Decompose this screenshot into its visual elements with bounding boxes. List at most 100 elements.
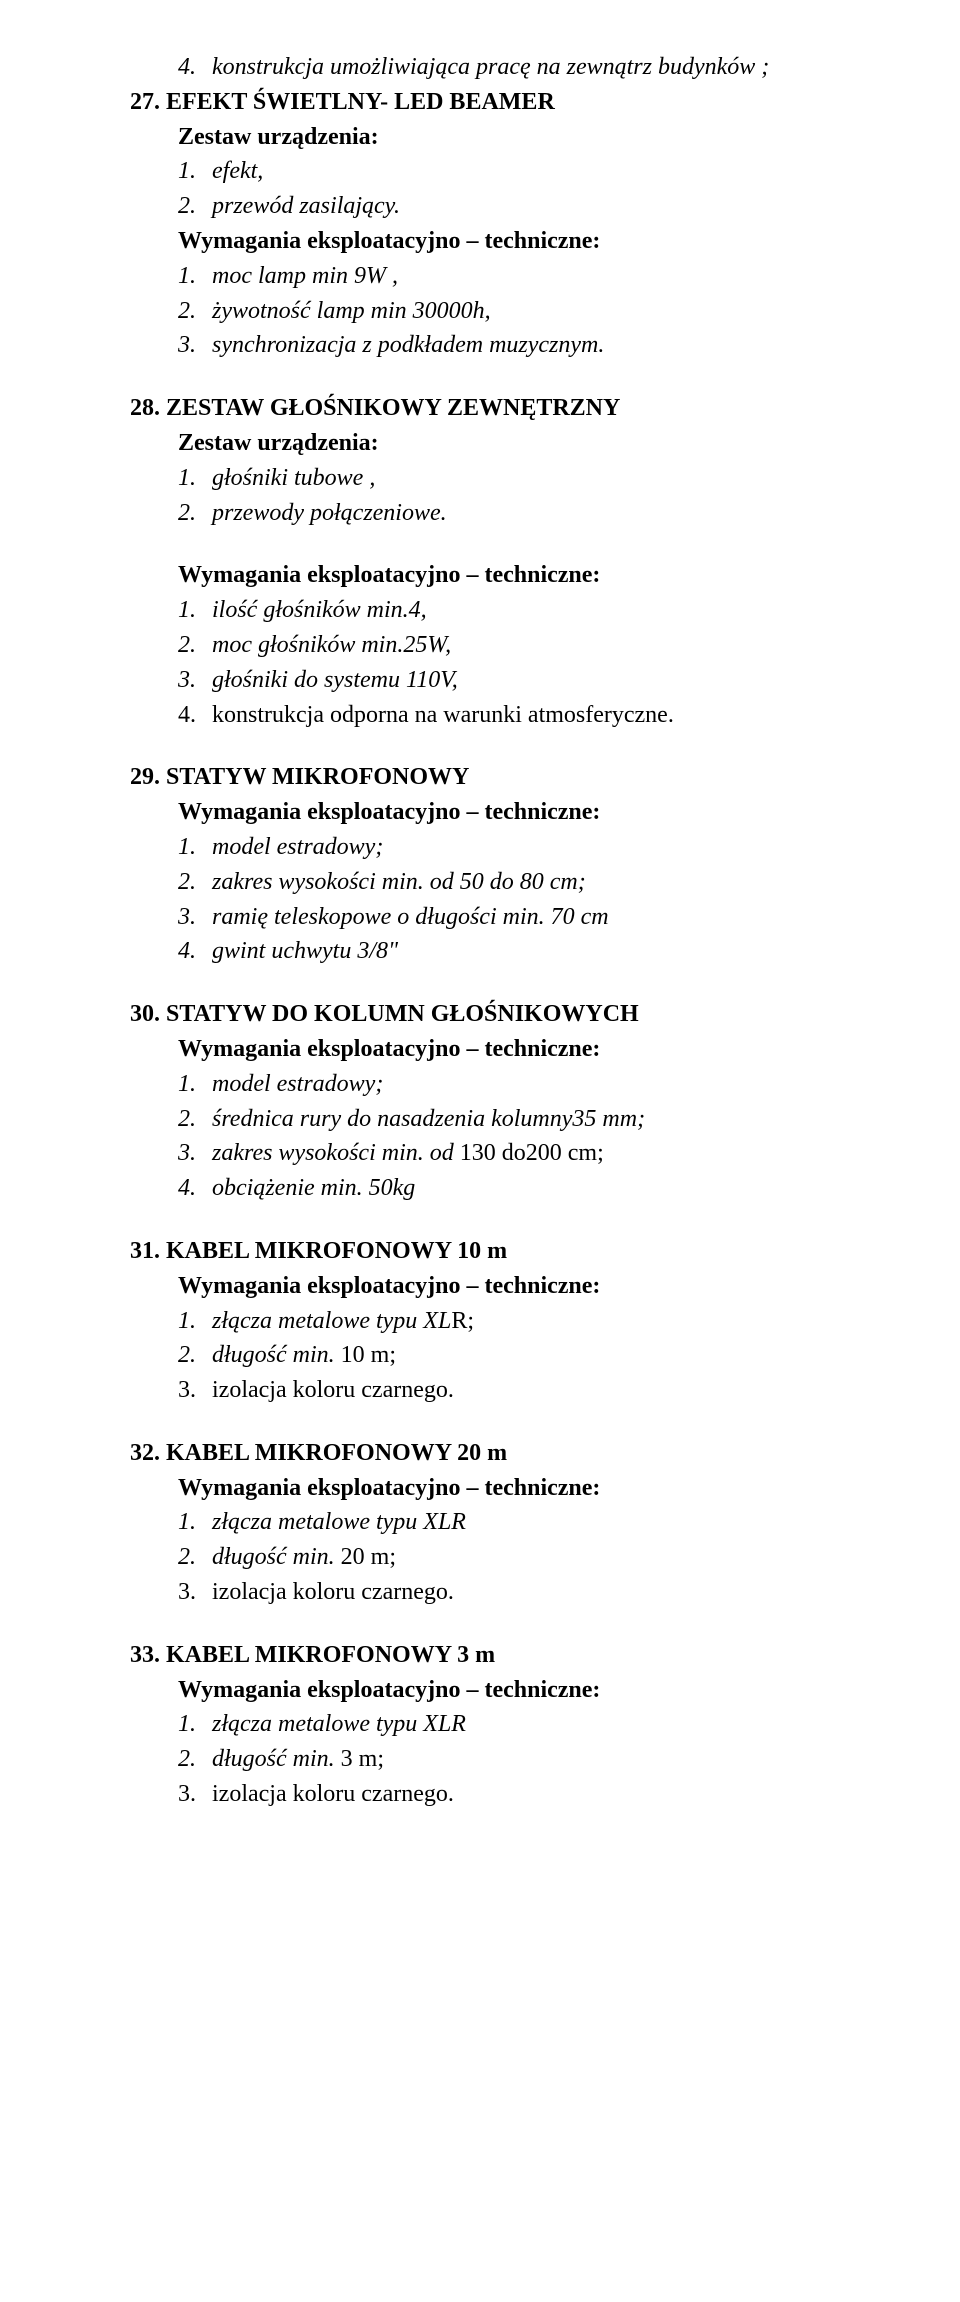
list-item-text: model estradowy; (212, 830, 383, 865)
list-item: 2. zakres wysokości min. od 50 do 80 cm; (178, 865, 870, 900)
section-title: 30. STATYW DO KOLUMN GŁOŚNIKOWYCH (130, 997, 870, 1032)
section: 32. KABEL MIKROFONOWY 20 mWymagania eksp… (130, 1436, 870, 1610)
section-title: 29. STATYW MIKROFONOWY (130, 760, 870, 795)
list-item: 2.żywotność lamp min 30000h, (178, 294, 870, 329)
section-title: 32. KABEL MIKROFONOWY 20 m (130, 1436, 870, 1471)
list-item-text: moc głośników min.25W, (212, 628, 451, 663)
section-number: 33. (130, 1642, 166, 1668)
list-item-number: 2. (178, 1540, 212, 1575)
set-label: Zestaw urządzenia: (130, 120, 870, 155)
section-title-text: KABEL MIKROFONOWY 3 m (166, 1642, 495, 1668)
requirement-items: 1.złącza metalowe typu XLR2.długość min.… (130, 1707, 870, 1811)
list-item: 1.głośniki tubowe , (178, 461, 870, 496)
section-title: 27. EFEKT ŚWIETLNY- LED BEAMER (130, 85, 870, 120)
list-item: 3.głośniki do systemu 110V, (178, 663, 870, 698)
list-item: 3. ramię teleskopowe o długości min. 70 … (178, 900, 870, 935)
list-item-number: 2. (178, 496, 212, 531)
list-item: 2.moc głośników min.25W, (178, 628, 870, 663)
list-item-text: długość min. 3 m; (212, 1742, 384, 1777)
list-item-text: obciążenie min. 50kg (212, 1171, 415, 1206)
list-item-text: głośniki do systemu 110V, (212, 663, 458, 698)
list-item-text: przewody połączeniowe. (212, 496, 447, 531)
list-item-text: przewód zasilający. (212, 189, 400, 224)
section: 30. STATYW DO KOLUMN GŁOŚNIKOWYCHWymagan… (130, 997, 870, 1206)
list-item-number: 3. (178, 1777, 212, 1812)
intro-item-num: 4. (178, 50, 212, 85)
section-title-text: STATYW DO KOLUMN GŁOŚNIKOWYCH (166, 1001, 639, 1027)
list-item-text: gwint uchwytu 3/8" (212, 934, 398, 969)
list-item: 3.izolacja koloru czarnego. (178, 1575, 870, 1610)
list-item-number: 2. (178, 189, 212, 224)
list-item-number: 1. (178, 154, 212, 189)
section-title-text: STATYW MIKROFONOWY (166, 764, 469, 790)
document-page: 4. konstrukcja umożliwiająca pracę na ze… (0, 0, 960, 1900)
list-item-text: synchronizacja z podkładem muzycznym. (212, 328, 604, 363)
requirement-items: 1. model estradowy;2. zakres wysokości m… (130, 830, 870, 969)
list-item-text: zakres wysokości min. od 130 do200 cm; (212, 1136, 604, 1171)
list-item: 2.przewody połączeniowe. (178, 496, 870, 531)
list-item: 1. model estradowy; (178, 830, 870, 865)
section-number: 30. (130, 1001, 166, 1027)
list-item: 3.izolacja koloru czarnego. (178, 1373, 870, 1408)
list-item-text: ramię teleskopowe o długości min. 70 cm (212, 900, 609, 935)
list-item: 1.złącza metalowe typu XLR; (178, 1304, 870, 1339)
list-item-text: model estradowy; (212, 1067, 383, 1102)
list-item-number: 1. (178, 461, 212, 496)
requirements-label: Wymagania eksploatacyjno – techniczne: (130, 224, 870, 259)
list-item: 1.złącza metalowe typu XLR (178, 1707, 870, 1742)
list-item: 3.izolacja koloru czarnego. (178, 1777, 870, 1812)
list-item-text: długość min. 10 m; (212, 1338, 396, 1373)
set-items: 1.głośniki tubowe ,2.przewody połączenio… (130, 461, 870, 531)
list-item-number: 2. (178, 1102, 212, 1137)
section-title: 28. ZESTAW GŁOŚNIKOWY ZEWNĘTRZNY (130, 391, 870, 426)
requirements-label: Wymagania eksploatacyjno – techniczne: (130, 1269, 870, 1304)
list-item-text: zakres wysokości min. od 50 do 80 cm; (212, 865, 586, 900)
list-item-number: 1. (178, 1304, 212, 1339)
requirements-label: Wymagania eksploatacyjno – techniczne: (130, 558, 870, 593)
section-number: 27. (130, 89, 166, 115)
list-item-number: 4. (178, 934, 212, 969)
list-item-text: złącza metalowe typu XLR; (212, 1304, 474, 1339)
list-item-number: 2. (178, 294, 212, 329)
list-item-number: 3. (178, 1575, 212, 1610)
list-item: 2.długość min. 20 m; (178, 1540, 870, 1575)
list-item-number: 2. (178, 865, 212, 900)
requirements-label: Wymagania eksploatacyjno – techniczne: (130, 795, 870, 830)
list-item-number: 2. (178, 628, 212, 663)
list-item: 1.efekt, (178, 154, 870, 189)
list-item: 2.długość min. 10 m; (178, 1338, 870, 1373)
section: 33. KABEL MIKROFONOWY 3 mWymagania ekspl… (130, 1638, 870, 1812)
section-title: 31. KABEL MIKROFONOWY 10 m (130, 1234, 870, 1269)
requirements-label: Wymagania eksploatacyjno – techniczne: (130, 1471, 870, 1506)
list-item: 1.złącza metalowe typu XLR (178, 1505, 870, 1540)
list-item: 3.synchronizacja z podkładem muzycznym. (178, 328, 870, 363)
requirement-items: 1.złącza metalowe typu XLR2.długość min.… (130, 1505, 870, 1609)
intro-list: 4. konstrukcja umożliwiająca pracę na ze… (130, 50, 870, 85)
list-item-number: 3. (178, 1136, 212, 1171)
section-title: 33. KABEL MIKROFONOWY 3 m (130, 1638, 870, 1673)
sections-container: 27. EFEKT ŚWIETLNY- LED BEAMERZestaw urz… (130, 85, 870, 1812)
requirement-items: 1.ilość głośników min.4,2.moc głośników … (130, 593, 870, 732)
list-item-number: 4. (178, 698, 212, 733)
intro-item: 4. konstrukcja umożliwiająca pracę na ze… (178, 50, 870, 85)
list-item-text: złącza metalowe typu XLR (212, 1707, 466, 1742)
list-item: 2.długość min. 3 m; (178, 1742, 870, 1777)
list-item-number: 4. (178, 1171, 212, 1206)
section-number: 29. (130, 764, 166, 790)
requirement-items: 1.złącza metalowe typu XLR;2.długość min… (130, 1304, 870, 1408)
list-item-number: 2. (178, 1742, 212, 1777)
list-item-number: 1. (178, 593, 212, 628)
list-item-number: 3. (178, 1373, 212, 1408)
list-item-text: długość min. 20 m; (212, 1540, 396, 1575)
section: 28. ZESTAW GŁOŚNIKOWY ZEWNĘTRZNYZestaw u… (130, 391, 870, 732)
section-number: 28. (130, 395, 166, 421)
list-item: 1.ilość głośników min.4, (178, 593, 870, 628)
section: 27. EFEKT ŚWIETLNY- LED BEAMERZestaw urz… (130, 85, 870, 363)
list-item: 4.konstrukcja odporna na warunki atmosfe… (178, 698, 870, 733)
list-item-number: 3. (178, 663, 212, 698)
list-item-number: 1. (178, 1505, 212, 1540)
list-item-text: izolacja koloru czarnego. (212, 1575, 454, 1610)
list-item: 1. model estradowy; (178, 1067, 870, 1102)
section-title-text: EFEKT ŚWIETLNY- LED BEAMER (166, 89, 555, 115)
list-item-number: 1. (178, 830, 212, 865)
